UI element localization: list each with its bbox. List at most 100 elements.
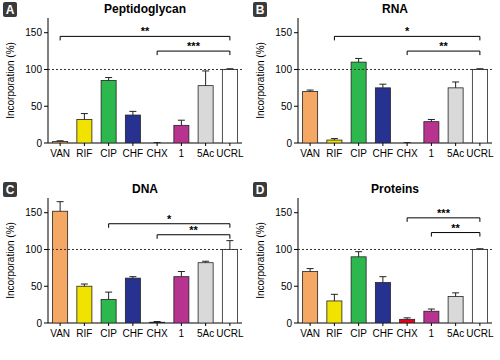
reference-line xyxy=(298,249,492,250)
error-bar xyxy=(129,111,136,115)
panel-label: B xyxy=(256,3,265,17)
error-bar xyxy=(154,142,161,143)
x-tick xyxy=(479,323,480,326)
y-tick xyxy=(294,323,298,324)
bar xyxy=(222,69,237,143)
bar xyxy=(174,125,189,143)
error-stem xyxy=(84,114,85,120)
error-bar xyxy=(57,140,64,142)
error-stem xyxy=(382,277,383,283)
error-stem xyxy=(181,120,182,125)
error-stem xyxy=(358,58,359,62)
y-tick xyxy=(294,249,298,250)
error-bar xyxy=(81,114,88,120)
significance-label: * xyxy=(405,25,410,37)
x-tick xyxy=(84,323,85,326)
error-bar xyxy=(105,292,112,299)
error-cap xyxy=(428,119,435,120)
error-bar xyxy=(428,119,435,121)
bar xyxy=(472,249,487,323)
x-tick xyxy=(108,143,109,146)
y-tick-label: 150 xyxy=(275,27,292,38)
y-tick-label: 150 xyxy=(275,207,292,218)
x-tick xyxy=(455,323,456,326)
plot-area xyxy=(298,58,492,143)
bar xyxy=(424,122,439,143)
bar xyxy=(303,92,318,143)
x-tick xyxy=(455,143,456,146)
significance-label: * xyxy=(167,213,172,225)
error-stem xyxy=(358,252,359,257)
x-tick-label: CIP xyxy=(350,148,367,159)
error-cap xyxy=(105,77,112,78)
error-bar xyxy=(307,269,314,272)
y-tick xyxy=(44,32,48,33)
x-tick xyxy=(382,323,383,326)
bar xyxy=(77,119,92,143)
error-bar xyxy=(202,261,209,262)
error-stem xyxy=(229,241,230,250)
y-tick-label: 0 xyxy=(286,318,292,329)
y-tick-label: 150 xyxy=(25,27,42,38)
x-tick-label: CHX xyxy=(147,328,168,339)
x-tick-label: UCRL xyxy=(216,148,244,159)
x-tick-label: CHX xyxy=(397,328,418,339)
panel: APeptidoglycanIncorporation (%)050100150… xyxy=(3,2,244,159)
x-tick xyxy=(205,143,206,146)
error-cap xyxy=(57,201,64,202)
error-stem xyxy=(455,82,456,88)
error-stem xyxy=(132,111,133,115)
bar xyxy=(327,140,342,143)
x-tick xyxy=(181,323,182,326)
x-tick-label: CHX xyxy=(147,148,168,159)
bar xyxy=(77,286,92,323)
error-cap xyxy=(307,90,314,91)
x-tick xyxy=(132,143,133,146)
x-tick xyxy=(310,323,311,326)
bar xyxy=(125,115,140,143)
error-stem xyxy=(60,202,61,212)
y-axis-label: Incorporation (%) xyxy=(255,42,266,119)
x-tick-label: RIF xyxy=(76,148,92,159)
error-bar xyxy=(178,120,185,125)
y-tick xyxy=(294,69,298,70)
bar xyxy=(303,272,318,323)
x-tick-label: RIF xyxy=(326,328,342,339)
x-tick-label: UCRL xyxy=(466,328,494,339)
error-bar xyxy=(428,309,435,311)
x-tick xyxy=(358,143,359,146)
x-tick-label: CIP xyxy=(350,328,367,339)
y-tick xyxy=(44,323,48,324)
error-bar xyxy=(379,84,386,88)
error-cap xyxy=(81,284,88,285)
bar xyxy=(375,283,390,323)
y-tick-label: 100 xyxy=(25,64,42,75)
x-tick xyxy=(132,323,133,326)
x-tick xyxy=(205,323,206,326)
error-cap xyxy=(178,120,185,121)
error-cap xyxy=(355,58,362,59)
bar xyxy=(198,263,213,323)
y-tick-label: 50 xyxy=(281,281,293,292)
error-stem xyxy=(108,292,109,299)
y-tick-label: 0 xyxy=(286,138,292,149)
error-cap xyxy=(379,84,386,85)
bar xyxy=(472,69,487,143)
error-bar xyxy=(105,78,112,81)
error-cap xyxy=(404,142,411,143)
error-bar xyxy=(355,252,362,257)
bar xyxy=(150,143,165,144)
y-axis-label: Incorporation (%) xyxy=(5,222,16,299)
bar xyxy=(400,319,415,323)
x-tick xyxy=(334,323,335,326)
error-stem xyxy=(334,294,335,301)
x-tick-label: CHF xyxy=(373,328,394,339)
y-tick-label: 50 xyxy=(31,101,43,112)
reference-line xyxy=(48,69,242,70)
x-tick-label: VAN xyxy=(50,148,70,159)
y-tick xyxy=(44,212,48,213)
y-axis-label: Incorporation (%) xyxy=(5,42,16,119)
error-bar xyxy=(452,293,459,297)
y-tick-label: 100 xyxy=(25,244,42,255)
error-cap xyxy=(202,70,209,71)
